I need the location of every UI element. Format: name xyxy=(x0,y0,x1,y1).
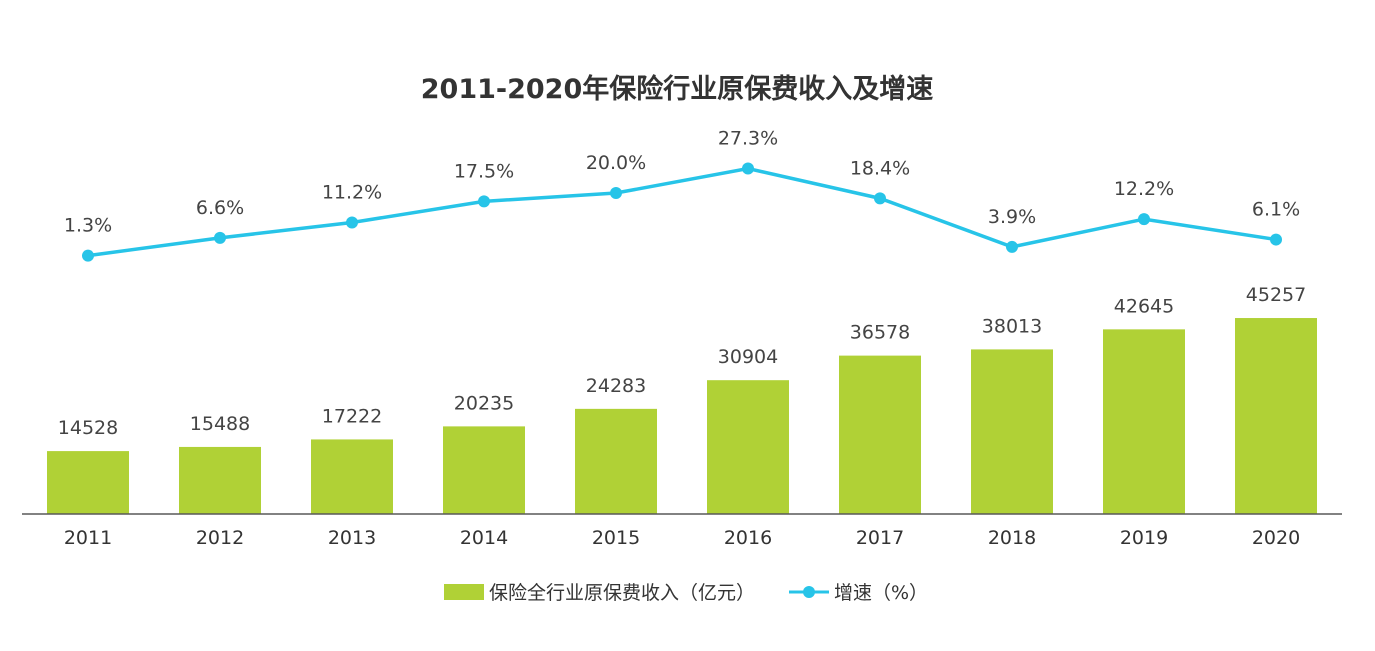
x-tick-label-2011: 2011 xyxy=(64,527,112,549)
bar-2019 xyxy=(1103,329,1185,514)
x-tick-label-2019: 2019 xyxy=(1120,527,1168,549)
bar-value-label-2013: 17222 xyxy=(322,405,382,427)
x-tick-label-2016: 2016 xyxy=(724,527,772,549)
growth-value-label-2018: 3.9% xyxy=(988,206,1036,228)
x-tick-label-2012: 2012 xyxy=(196,527,244,549)
bar-value-label-2017: 36578 xyxy=(850,322,910,344)
growth-value-label-2019: 12.2% xyxy=(1114,178,1174,200)
x-tick-label-2014: 2014 xyxy=(460,527,508,549)
growth-value-label-2012: 6.6% xyxy=(196,197,244,219)
growth-point-2013 xyxy=(346,216,358,229)
line-labels-layer: 1.3% 6.6% 11.2% 17.5% 20.0% 27.3% 18.4% 3.9% 12.… xyxy=(64,128,1300,237)
growth-value-label-2015: 20.0% xyxy=(586,152,646,174)
bar-labels-layer: 14528 15488 17222 20235 24283 30904 36578 38013… xyxy=(58,284,1306,439)
growth-point-2017 xyxy=(874,192,886,205)
chart-title: 2011-2020年保险行业原保费收入及增速 xyxy=(421,73,934,105)
bar-value-label-2019: 42645 xyxy=(1114,295,1174,317)
growth-value-label-2011: 1.3% xyxy=(64,215,112,237)
growth-point-2018 xyxy=(1006,240,1018,253)
bar-value-label-2016: 30904 xyxy=(718,346,778,368)
x-tick-label-2020: 2020 xyxy=(1252,527,1300,549)
x-tick-label-2013: 2013 xyxy=(328,527,376,549)
growth-value-label-2017: 18.4% xyxy=(850,157,910,179)
x-tick-label-2017: 2017 xyxy=(856,527,904,549)
growth-value-label-2013: 11.2% xyxy=(322,181,382,203)
growth-point-2020 xyxy=(1270,233,1282,246)
bar-2017 xyxy=(839,355,921,514)
growth-value-label-2020: 6.1% xyxy=(1252,199,1300,221)
bar-value-label-2018: 38013 xyxy=(982,315,1042,337)
legend: 保险全行业原保费收入（亿元） 增速（%） xyxy=(444,582,928,604)
line-layer xyxy=(82,162,1282,262)
bar-2020 xyxy=(1235,318,1317,514)
legend-bar-label: 保险全行业原保费收入（亿元） xyxy=(489,582,755,604)
x-tick-label-2018: 2018 xyxy=(988,527,1036,549)
growth-point-2011 xyxy=(82,249,94,262)
bar-2018 xyxy=(971,349,1053,514)
growth-point-2016 xyxy=(742,162,754,175)
bar-value-label-2011: 14528 xyxy=(58,417,118,439)
legend-line-marker xyxy=(803,586,815,598)
growth-rate-line xyxy=(87,166,1277,258)
legend-bar-swatch xyxy=(444,584,484,600)
bar-value-label-2015: 24283 xyxy=(586,375,646,397)
growth-point-2015 xyxy=(610,187,622,199)
growth-value-label-2014: 17.5% xyxy=(454,160,514,182)
bar-2011 xyxy=(47,451,129,514)
bar-value-label-2012: 15488 xyxy=(190,413,250,435)
bar-value-label-2014: 20235 xyxy=(454,392,514,414)
bars-layer xyxy=(47,318,1317,514)
bar-value-label-2020: 45257 xyxy=(1246,284,1306,306)
x-tick-label-2015: 2015 xyxy=(592,527,640,549)
growth-point-2014 xyxy=(478,195,490,208)
growth-point-2012 xyxy=(214,231,226,244)
bar-2013 xyxy=(311,439,393,514)
x-ticks-layer: 2011 2012 2013 2014 2015 2016 2017 2018 2019 2020 xyxy=(64,527,1300,549)
growth-value-label-2016: 27.3% xyxy=(718,128,778,150)
bar-2014 xyxy=(443,426,525,514)
growth-point-2019 xyxy=(1138,213,1150,226)
bar-2012 xyxy=(179,446,261,514)
bar-2016 xyxy=(707,380,789,514)
bar-2015 xyxy=(575,408,657,514)
legend-line-label: 增速（%） xyxy=(834,582,928,604)
